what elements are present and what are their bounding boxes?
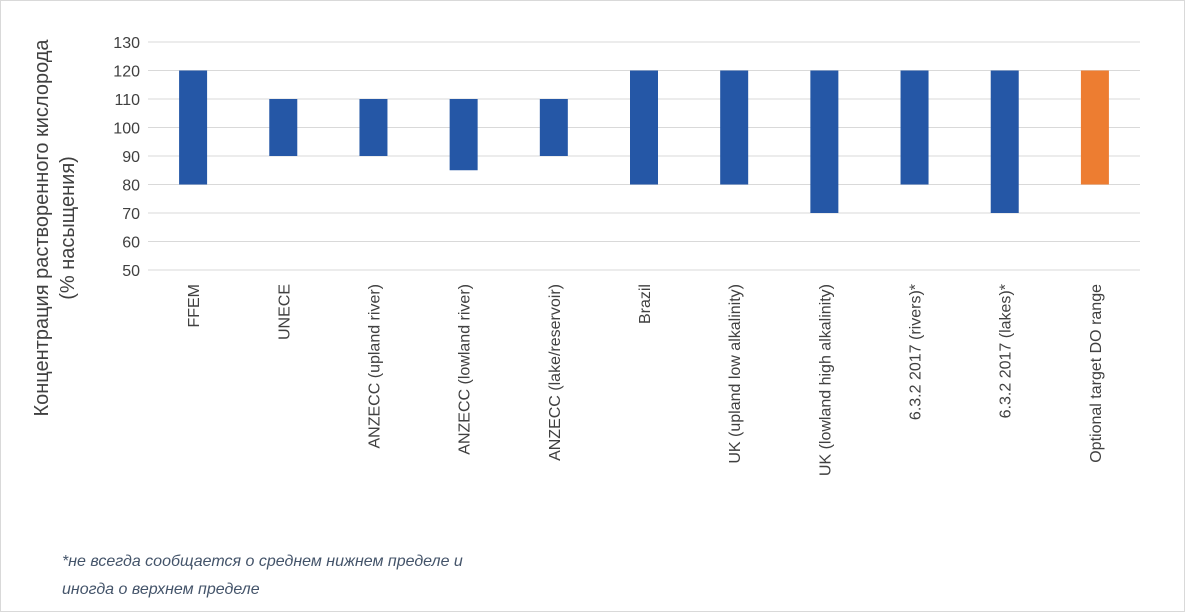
bar xyxy=(720,70,749,185)
x-axis-labels: FFEM UNECE ANZECC (upland river) ANZECC (lo… xyxy=(186,284,1105,476)
y-axis-title-line-1: Концентрация растворенного кислорода xyxy=(31,39,53,417)
x-category-label: ANZECC (lowland river) xyxy=(457,284,474,455)
x-category-label: 6.3.2 2017 (lakes)* xyxy=(998,284,1015,418)
y-tick-label: 50 xyxy=(122,263,140,280)
y-tick-label: 100 xyxy=(113,121,140,138)
bar xyxy=(359,99,388,156)
y-tick-label: 60 xyxy=(122,235,140,252)
x-category-label: ANZECC (lake/reservoir) xyxy=(547,284,564,461)
footnote: *не всегда сообщается о среднем нижнем п… xyxy=(62,548,662,604)
bar xyxy=(810,70,839,213)
x-category-label: UNECE xyxy=(276,284,293,340)
y-tick-label: 80 xyxy=(122,178,140,195)
bar xyxy=(1080,70,1109,185)
y-tick-label: 70 xyxy=(122,206,140,223)
y-tick-label: 130 xyxy=(113,35,140,52)
bar xyxy=(990,70,1019,213)
bars xyxy=(179,70,1109,213)
y-tick-label: 90 xyxy=(122,149,140,166)
y-axis-title-line-2: (% насыщения) xyxy=(57,156,79,300)
footnote-line-2: иногда о верхнем пределе xyxy=(62,581,260,598)
bar xyxy=(900,70,929,185)
y-tick-label: 120 xyxy=(113,64,140,81)
x-category-label: Optional target DO range xyxy=(1088,284,1105,463)
x-category-label: UK (upland low alkalinity) xyxy=(727,284,744,464)
footnote-line-1: *не всегда сообщается о среднем нижнем п… xyxy=(62,553,463,570)
bar xyxy=(630,70,658,185)
y-tick-label: 110 xyxy=(114,92,140,109)
bar xyxy=(539,99,568,156)
x-category-label: FFEM xyxy=(186,284,203,328)
bar xyxy=(179,70,208,185)
y-axis-ticks: 50 60 70 80 90 100 110 120 130 xyxy=(113,35,140,280)
x-category-label: ANZECC (upland river) xyxy=(366,284,383,448)
x-category-label: Brazil xyxy=(637,284,654,324)
x-category-label: UK (lowland high alkalinity) xyxy=(817,284,834,476)
bar xyxy=(269,99,298,156)
x-category-label: 6.3.2 2017 (rivers)* xyxy=(908,284,925,420)
bar xyxy=(449,99,478,171)
